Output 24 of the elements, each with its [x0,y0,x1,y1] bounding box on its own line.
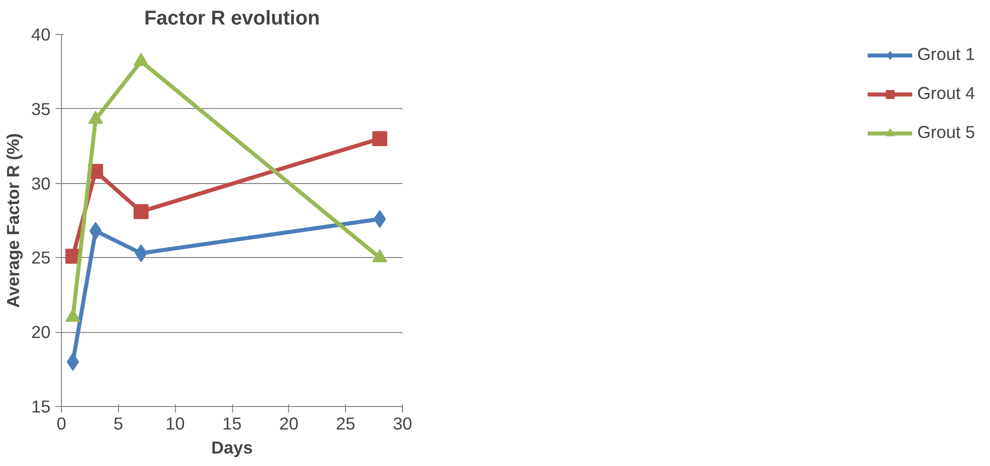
x-axis-title: Days [211,438,253,458]
point [134,244,148,262]
point [134,204,149,220]
point [372,131,388,146]
y-tick-label: 35 [31,98,51,119]
legend-label: Grout 4 [917,83,975,104]
x-tick-label: 15 [222,414,242,434]
chart-title: Factor R evolution [144,8,320,30]
x-tick-label: 30 [392,414,412,434]
point [66,352,80,371]
x-tick-label: 25 [336,414,356,434]
legend-label: Grout 5 [917,122,975,143]
x-tick-label: 5 [114,414,124,434]
y-tick-label: 30 [31,173,51,194]
x-tick-label: 20 [279,414,298,434]
legend-label: Grout 1 [917,44,975,65]
x-tick-label: 0 [56,414,66,434]
y-tick-label: 40 [31,24,51,44]
y-tick-label: 25 [31,248,51,268]
point [89,222,102,240]
x-tick-label: 10 [166,414,185,434]
y-tick-label: 15 [31,396,51,416]
y-axis-title: Average Factor R (%) [3,133,24,308]
y-tick-label: 20 [31,322,51,342]
